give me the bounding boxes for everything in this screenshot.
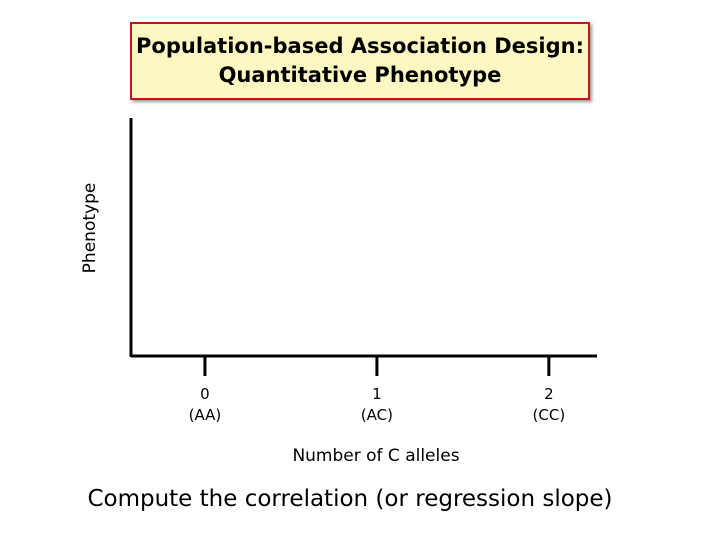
y-axis-label: Phenotype [80, 182, 100, 274]
x-tick-label: 2 (CC) [532, 385, 566, 424]
title-box: Population-based Association Design: Qua… [130, 22, 590, 100]
footer-text: Compute the correlation (or regression s… [87, 486, 613, 512]
x-axis-label: Number of C alleles [292, 446, 460, 466]
x-tick-label: 1 (AC) [360, 385, 393, 424]
title: Population-based Association Design: Qua… [136, 34, 584, 87]
x-tick-label: 0 (AA) [188, 385, 222, 424]
